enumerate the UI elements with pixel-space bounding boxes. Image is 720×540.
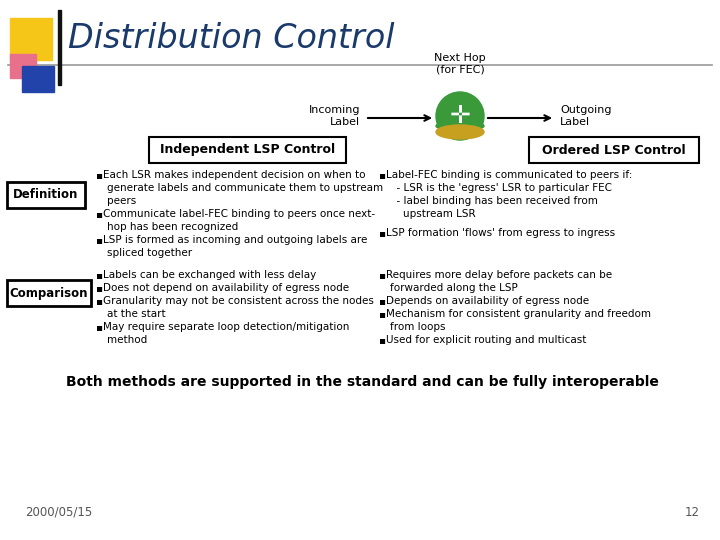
Text: - label binding has been received from: - label binding has been received from xyxy=(390,196,598,206)
Text: Independent LSP Control: Independent LSP Control xyxy=(160,144,335,157)
Text: ▪: ▪ xyxy=(378,296,385,306)
Text: Granularity may not be consistent across the nodes: Granularity may not be consistent across… xyxy=(103,296,374,306)
Text: from loops: from loops xyxy=(390,322,446,332)
Ellipse shape xyxy=(436,121,484,131)
Text: 2000/05/15: 2000/05/15 xyxy=(25,505,92,518)
Text: ▪: ▪ xyxy=(378,228,385,239)
Text: method: method xyxy=(107,335,148,345)
Text: Comparison: Comparison xyxy=(10,287,89,300)
Bar xyxy=(10,54,36,78)
Text: May require separate loop detection/mitigation: May require separate loop detection/miti… xyxy=(103,322,349,332)
Text: ▪: ▪ xyxy=(95,283,102,293)
Text: - LSR is the 'egress' LSR to particular FEC: - LSR is the 'egress' LSR to particular … xyxy=(390,183,612,193)
Text: Definition: Definition xyxy=(13,188,78,201)
Text: ▪: ▪ xyxy=(378,270,385,280)
FancyBboxPatch shape xyxy=(7,280,91,306)
Text: ▪: ▪ xyxy=(95,235,102,245)
Text: Each LSR makes independent decision on when to: Each LSR makes independent decision on w… xyxy=(103,170,366,180)
Text: upstream LSR: upstream LSR xyxy=(390,209,476,219)
Text: peers: peers xyxy=(107,196,136,206)
Bar xyxy=(22,66,54,92)
Text: ▪: ▪ xyxy=(95,296,102,306)
Text: ▪: ▪ xyxy=(95,170,102,180)
Text: Depends on availability of egress node: Depends on availability of egress node xyxy=(386,296,589,306)
Text: generate labels and communicate them to upstream: generate labels and communicate them to … xyxy=(107,183,383,193)
FancyBboxPatch shape xyxy=(7,182,85,208)
Bar xyxy=(10,18,52,60)
Bar xyxy=(58,10,61,85)
Text: ▪: ▪ xyxy=(95,322,102,332)
Text: ▪: ▪ xyxy=(95,270,102,280)
Text: Outgoing
Label: Outgoing Label xyxy=(560,105,611,127)
Text: Requires more delay before packets can be: Requires more delay before packets can b… xyxy=(386,270,612,280)
Text: 12: 12 xyxy=(685,505,700,518)
Circle shape xyxy=(436,92,484,140)
Text: Next Hop
(for FEC): Next Hop (for FEC) xyxy=(434,52,486,75)
Text: forwarded along the LSP: forwarded along the LSP xyxy=(390,283,518,293)
Text: LSP formation 'flows' from egress to ingress: LSP formation 'flows' from egress to ing… xyxy=(386,228,615,239)
Text: ▪: ▪ xyxy=(378,170,385,180)
Text: spliced together: spliced together xyxy=(107,248,192,258)
Text: ✛: ✛ xyxy=(449,104,470,128)
Text: Used for explicit routing and multicast: Used for explicit routing and multicast xyxy=(386,335,586,345)
Text: Communicate label-FEC binding to peers once next-: Communicate label-FEC binding to peers o… xyxy=(103,209,375,219)
Text: ▪: ▪ xyxy=(378,335,385,345)
Ellipse shape xyxy=(436,125,484,139)
Text: hop has been recognized: hop has been recognized xyxy=(107,222,238,232)
Text: Does not depend on availability of egress node: Does not depend on availability of egres… xyxy=(103,283,349,293)
Text: at the start: at the start xyxy=(107,309,166,319)
Text: ▪: ▪ xyxy=(95,209,102,219)
Text: Label-FEC binding is communicated to peers if:: Label-FEC binding is communicated to pee… xyxy=(386,170,632,180)
Text: LSP is formed as incoming and outgoing labels are: LSP is formed as incoming and outgoing l… xyxy=(103,235,367,245)
FancyBboxPatch shape xyxy=(149,137,346,163)
Text: ▪: ▪ xyxy=(378,309,385,319)
Text: Distribution Control: Distribution Control xyxy=(68,22,395,55)
Text: Mechanism for consistent granularity and freedom: Mechanism for consistent granularity and… xyxy=(386,309,651,319)
Text: Incoming
Label: Incoming Label xyxy=(308,105,360,127)
Text: Both methods are supported in the standard and can be fully interoperable: Both methods are supported in the standa… xyxy=(66,375,658,389)
Text: Ordered LSP Control: Ordered LSP Control xyxy=(542,144,686,157)
Text: Labels can be exchanged with less delay: Labels can be exchanged with less delay xyxy=(103,270,316,280)
FancyBboxPatch shape xyxy=(529,137,699,163)
